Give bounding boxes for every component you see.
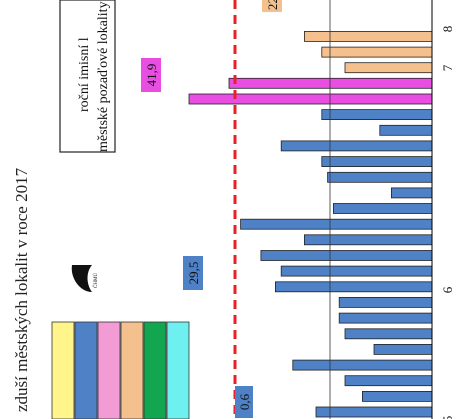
- bar-18: [379, 124, 433, 136]
- legend-swatch-pink: [97, 321, 121, 419]
- bar-4: [373, 343, 433, 355]
- bar-24: [303, 30, 433, 42]
- bar-19: [321, 109, 433, 120]
- data-label-box: [262, 0, 282, 12]
- bar-20: [188, 93, 433, 105]
- chart-title: zduší městských lokalit v roce 2017: [12, 167, 31, 412]
- bar-15: [327, 171, 433, 183]
- data-label: 0,6: [237, 393, 252, 410]
- bar-21: [228, 77, 433, 89]
- data-labels: 0,6 29,5 41,9 22,: [141, 0, 282, 418]
- bar-10: [260, 250, 433, 261]
- legend-swatches: [51, 321, 190, 419]
- bar-23: [321, 46, 433, 58]
- legend-swatch-green: [143, 321, 167, 419]
- data-label: 22,: [265, 0, 280, 10]
- data-label-box: [141, 58, 161, 92]
- tick-label: 7: [440, 64, 455, 71]
- bar-5: [344, 328, 433, 340]
- data-label: 41,9: [144, 64, 159, 87]
- legend-box: [59, 0, 116, 153]
- bar-8: [274, 281, 433, 293]
- bar-13: [332, 203, 433, 214]
- logo-text: ČHMÚ: [93, 273, 99, 288]
- logo-swirl-icon: [71, 265, 92, 292]
- chmi-logo: ČHMÚ: [71, 265, 99, 292]
- bar-6: [338, 312, 433, 324]
- bar-22: [344, 62, 433, 74]
- bar-0: [315, 406, 433, 418]
- legend-swatch-cyan: [166, 321, 190, 419]
- data-label-box: [183, 256, 203, 290]
- tick-label: 8: [440, 26, 455, 33]
- bar-1: [361, 390, 433, 402]
- data-label: 29,5: [186, 262, 201, 285]
- legend-swatch-blue: [74, 321, 98, 419]
- legend-swatch-peach: [120, 321, 144, 419]
- plot-area: [188, 30, 433, 418]
- legend-line-2: městské pozaďové lokality MIN: [96, 0, 111, 152]
- bar-16: [321, 156, 433, 168]
- bar-7: [338, 296, 433, 308]
- legend-line-1: roční imisní l: [77, 37, 92, 112]
- bar-9: [280, 265, 433, 277]
- bar-12: [240, 218, 433, 230]
- data-label-box: [235, 386, 253, 418]
- tick-label: 5: [440, 416, 455, 419]
- bar-2: [344, 375, 433, 387]
- bar-14: [390, 187, 433, 199]
- tick-labels: 5 6 7 8: [440, 26, 455, 419]
- legend-swatch-yellow: [51, 321, 75, 419]
- bar-11: [303, 234, 433, 246]
- tick-label: 6: [440, 286, 455, 293]
- bar-17: [280, 140, 433, 152]
- bar-3: [292, 359, 433, 371]
